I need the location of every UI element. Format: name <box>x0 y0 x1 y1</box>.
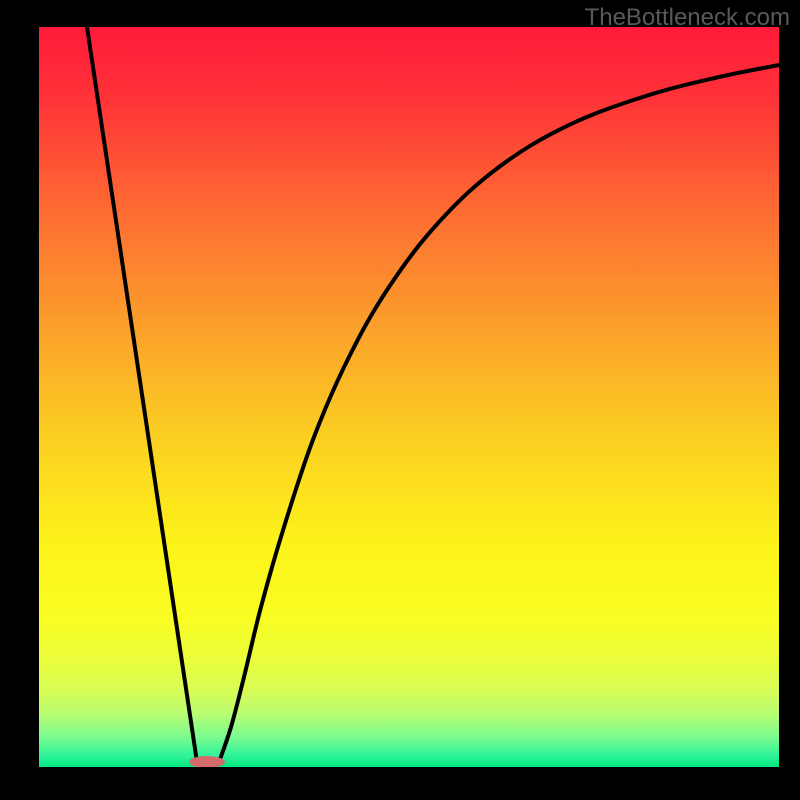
watermark-text: TheBottleneck.com <box>585 4 790 32</box>
chart-frame: TheBottleneck.com <box>0 0 800 800</box>
bottleneck-curve <box>39 27 779 767</box>
curve-left-segment <box>87 27 197 762</box>
curve-right-segment <box>219 65 779 762</box>
plot-area <box>39 27 779 767</box>
